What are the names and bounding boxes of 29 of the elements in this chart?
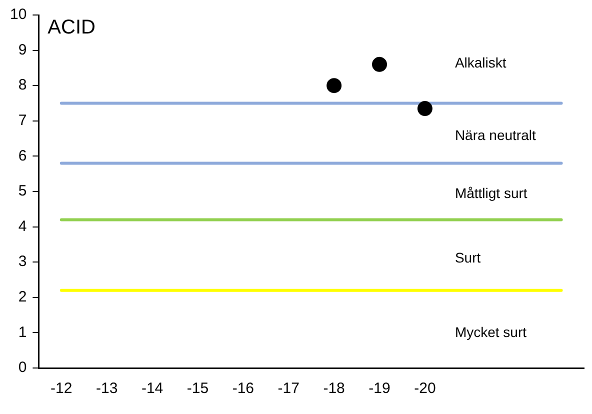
annotation: Måttligt surt	[454, 185, 528, 202]
y-tick-label: 2	[18, 288, 27, 306]
y-tick-label: 8	[18, 76, 27, 94]
x-tick-label: -20	[414, 380, 436, 398]
x-tick-label: -13	[96, 380, 118, 398]
y-tick-label: 3	[18, 253, 27, 270]
y-tick-label: 10	[10, 6, 27, 24]
annotation: Mycket surt	[454, 324, 527, 340]
y-tick-label: 0	[18, 359, 27, 376]
x-tick-label: -14	[141, 380, 164, 398]
x-tick-label: -19	[368, 380, 390, 398]
annotation: Alkaliskt	[454, 54, 506, 70]
x-tick-label: -15	[186, 380, 209, 398]
y-tick-label: 1	[18, 324, 27, 341]
annotation: Nära neutralt	[454, 127, 536, 144]
x-tick-label: -17	[278, 380, 300, 398]
x-tick-label: -18	[323, 380, 345, 398]
x-tick-label: -12	[50, 380, 72, 398]
x-tick-label: -16	[232, 380, 254, 398]
annotation: Surt	[454, 249, 481, 266]
y-tick-label: 7	[18, 112, 27, 130]
chart-title: ACID	[48, 16, 96, 39]
y-tick-label: 9	[18, 41, 27, 58]
point	[372, 56, 388, 72]
y-tick-label: 5	[18, 182, 27, 200]
point	[326, 78, 342, 94]
point	[417, 101, 432, 116]
y-tick-label: 4	[18, 218, 27, 235]
y-tick-label: 6	[18, 147, 27, 164]
